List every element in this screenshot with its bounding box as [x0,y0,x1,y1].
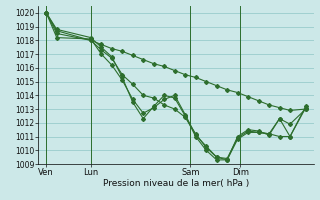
X-axis label: Pression niveau de la mer( hPa ): Pression niveau de la mer( hPa ) [103,179,249,188]
